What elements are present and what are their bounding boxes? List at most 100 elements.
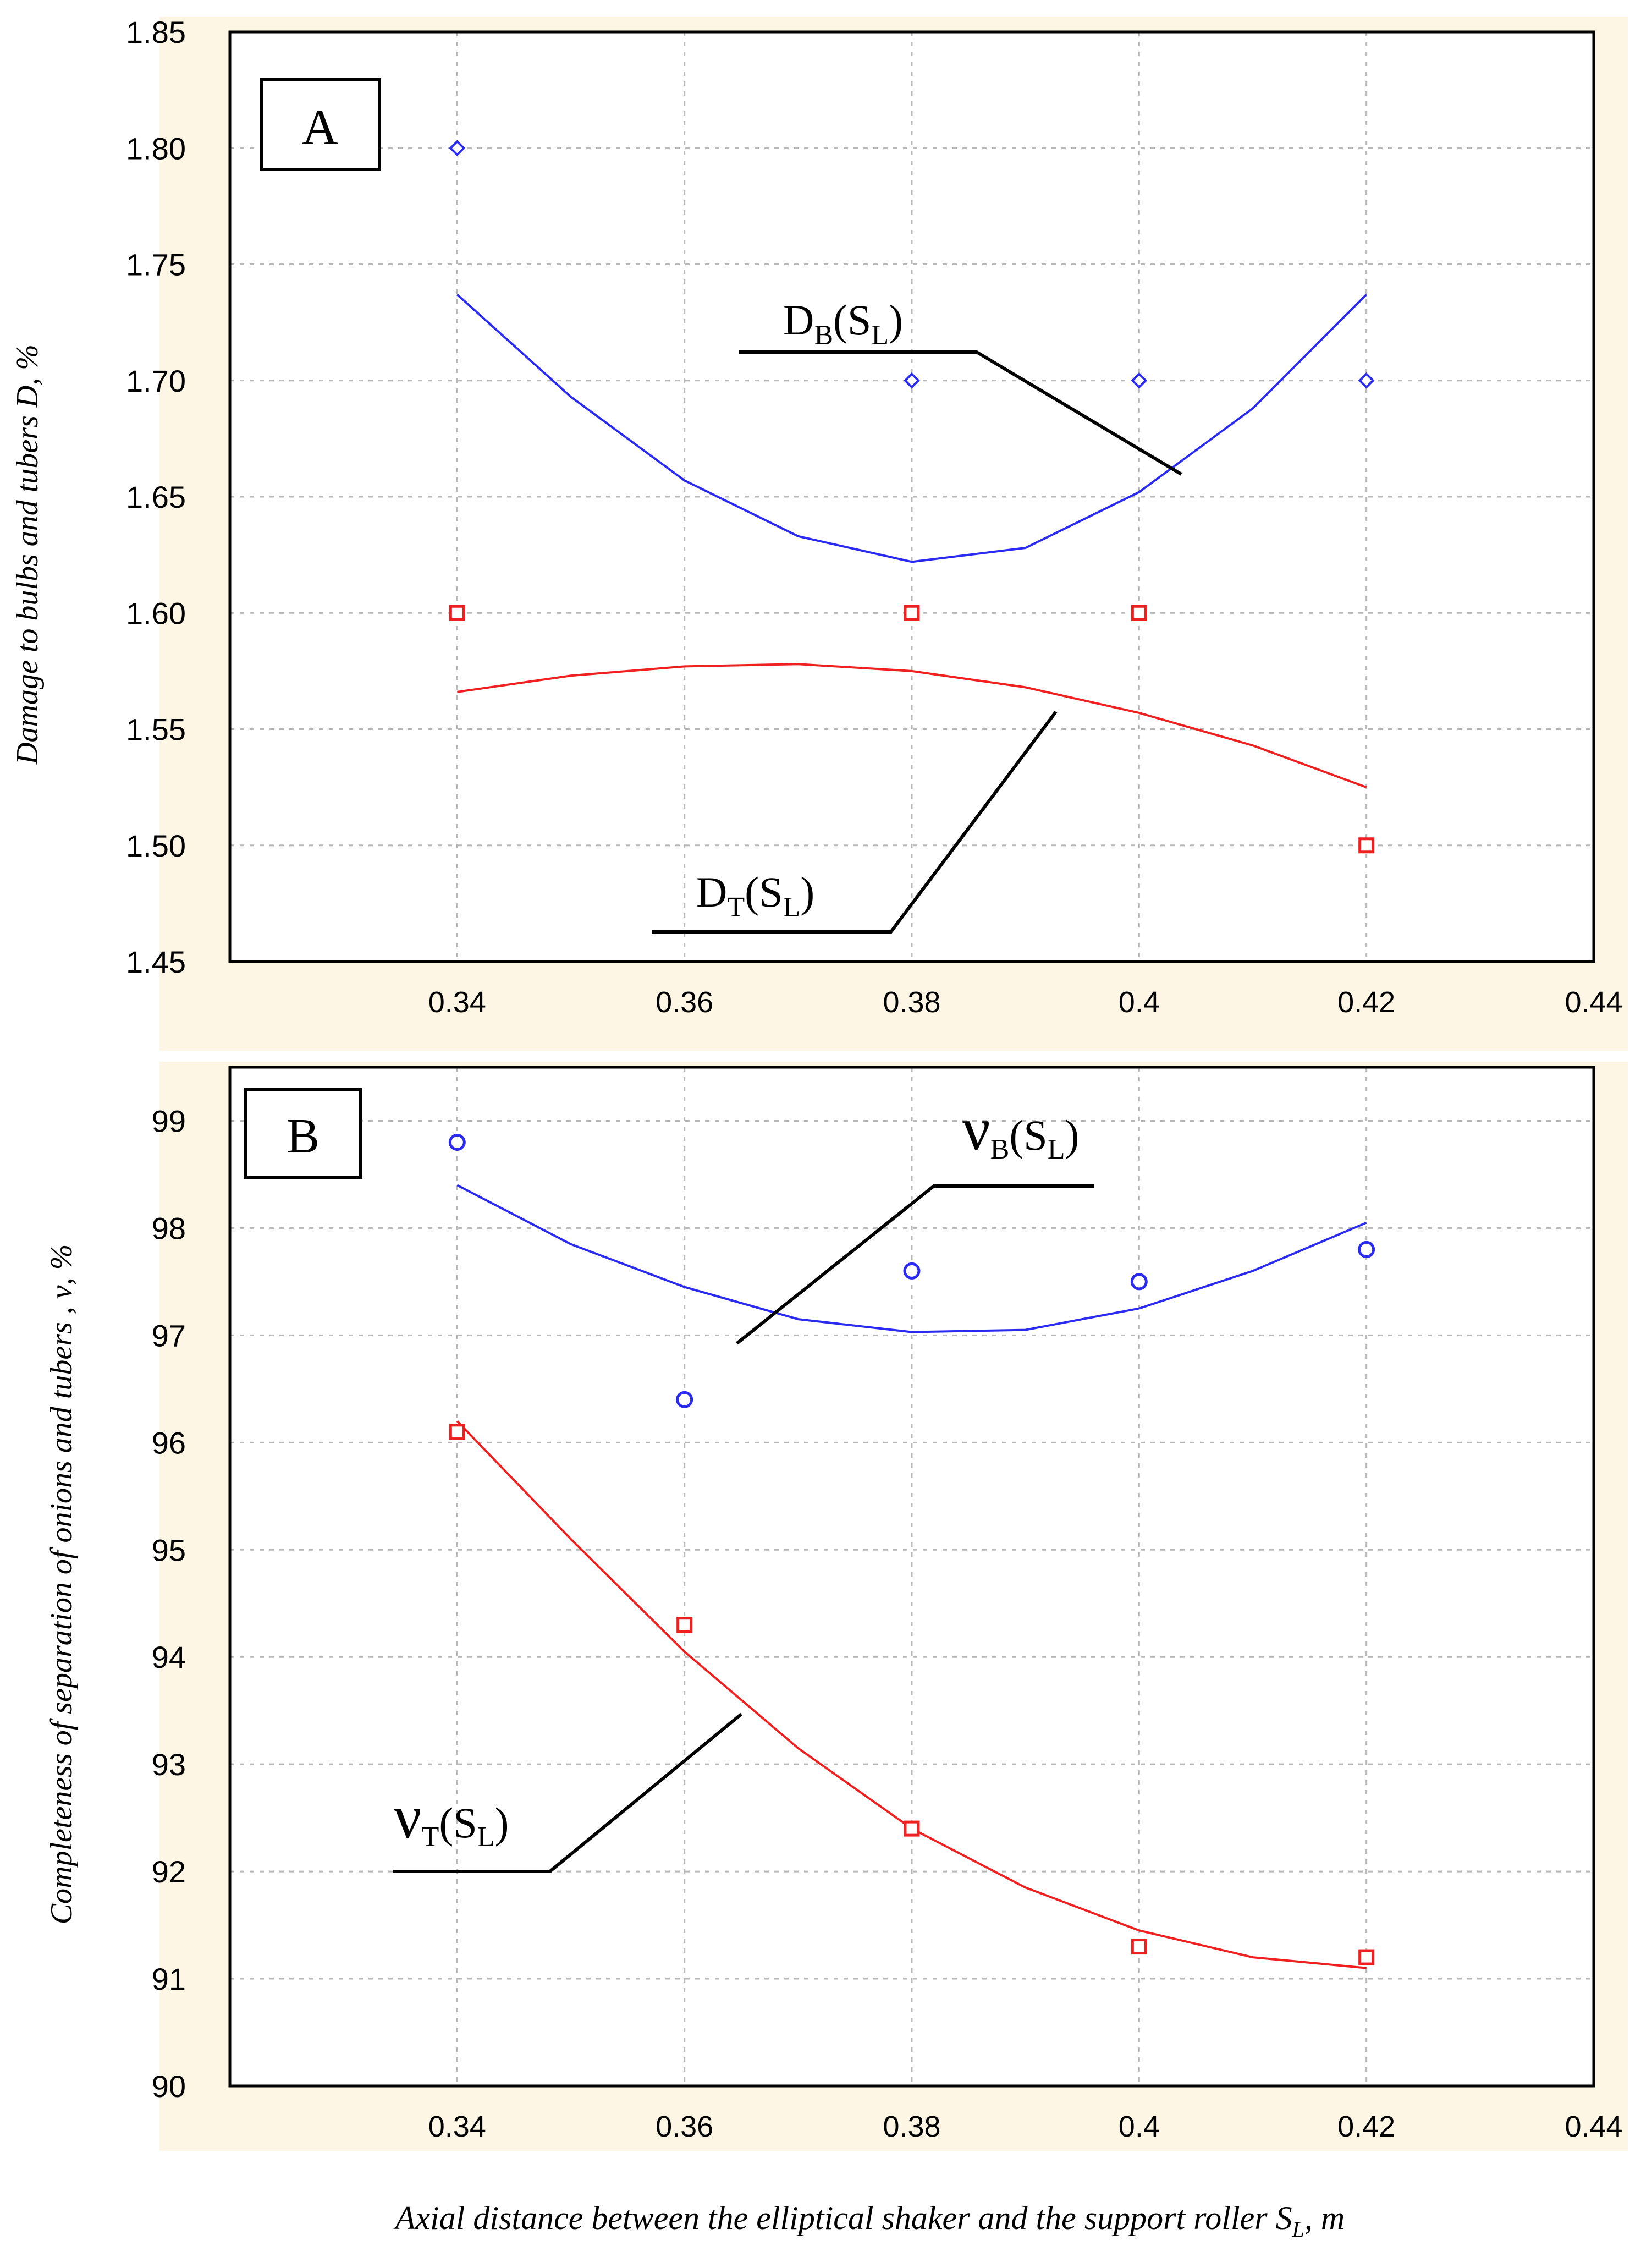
panel-a-series-0-fit-line [456,293,1368,563]
panel-b-series-1-point [1131,1939,1147,1955]
panel-a-dt-label-sub2: L [783,892,800,923]
panel-a-dt-label-main: D [696,868,727,916]
panel-a-dt-label-sub1: T [727,892,745,923]
panel-b-series-0-point [903,1262,921,1280]
panel-a-y-tick-label: 1.60 [126,596,186,630]
panel-a-db-label-mid: (S [833,296,871,344]
panel-b-series-0-fit-line [456,1184,1367,1333]
panel-b-x-tick-label: 0.36 [656,2110,713,2143]
panel-b-y-tick-label: 98 [152,1211,186,1245]
panel-b-vt-label-end: ) [495,1799,509,1847]
panel-b-vb-label-main: ν [962,1095,990,1163]
panel-a-series [449,140,1375,854]
panel-b-y-tick-label: 96 [152,1425,186,1460]
panel-a-y-tick-label: 1.80 [126,131,186,166]
panel-b-vt-label-main: ν [394,1783,422,1851]
panel-a-series-0-point [904,372,920,389]
panel-a-label-box [260,78,381,171]
panel-a: 1.45 1.50 1.55 1.60 1.65 1.70 1.75 1.80 1.85 0.3… [10,15,1628,1051]
panel-a-series-0-point [1131,372,1148,389]
panel-a-db-leader-line [739,350,1182,476]
panel-a-y-tick-label: 1.50 [126,828,186,863]
panel-a-series-0-point [1358,372,1375,389]
panel-a-db-label-sub1: B [814,320,833,351]
panel-b-y-tick-label: 92 [152,1854,186,1889]
panel-a-grid [230,32,1594,962]
panel-a-x-tick-label: 0.38 [883,986,940,1019]
panel-a-x-tick-label: 0.42 [1337,986,1395,1019]
panel-b-x-tick-label: 0.4 [1119,2110,1160,2143]
panel-a-y-tick-label: 1.85 [126,15,186,50]
panel-a-db-label-end: ) [889,296,903,344]
panel-a-x-tick-label: 0.44 [1565,986,1622,1019]
panel-b-x-axis-title: Axial distance between the elliptical sh… [393,2200,1345,2242]
panel-a-y-tick-label: 1.70 [126,364,186,398]
panel-b-y-tick-label: 91 [152,1962,186,1996]
panel-a-series-1-point [1358,837,1375,854]
panel-a-label: A [302,99,338,155]
panel-b-vt-leader-line [393,1712,742,1873]
panel-b-vb-leader-line [736,1184,1094,1345]
x-axis-title-end: , m [1304,2200,1345,2236]
panel-b-y-tick-label: 97 [152,1318,186,1353]
panel-b-series-1-point [904,1820,920,1837]
panel-a-series-1-point [449,605,465,621]
panel-a-y-ticks: 1.45 1.50 1.55 1.60 1.65 1.70 1.75 1.80 1.85 [126,15,186,979]
panel-a-series-1-point [904,605,920,621]
panel-a-db-label-sub2: L [871,320,889,351]
panel-b: 90 91 92 93 94 95 96 97 98 99 0.34 0.36 0.38 0.4 0.42… [45,1062,1628,2242]
x-axis-title-sub: L [1292,2217,1304,2242]
panel-a-y-tick-label: 1.55 [126,712,186,747]
panel-a-y-tick-label: 1.75 [126,248,186,282]
panel-a-x-ticks: 0.34 0.36 0.38 0.4 0.42 0.44 [428,986,1623,1019]
panel-b-y-tick-label: 93 [152,1747,186,1782]
panel-b-series-0-point [1358,1240,1375,1258]
panel-b-y-tick-label: 95 [152,1533,186,1567]
panel-b-series [448,1133,1375,1969]
panel-b-y-ticks: 90 91 92 93 94 95 96 97 98 99 [152,1103,186,2104]
panel-b-y-tick-label: 99 [152,1103,186,1138]
panel-b-y-tick-label: 90 [152,2069,186,2104]
panel-b-frame [228,1066,1595,2088]
panel-b-vt-label-sub2: L [477,1821,495,1853]
panel-b-vb-label-sub2: L [1048,1134,1065,1165]
panel-a-x-tick-label: 0.34 [428,986,486,1019]
panel-b-series-1-point [676,1617,693,1633]
panel-a-db-series-label: DB(SL) [783,296,903,351]
x-axis-title-main: Axial distance between the elliptical sh… [393,2200,1292,2236]
panel-a-series-0-point [449,140,466,157]
panel-b-series-1-point [1358,1949,1375,1965]
panel-b-vb-label-mid: (S [1009,1111,1047,1159]
panel-b-vt-label-mid: (S [439,1799,477,1847]
panel-b-y-axis-title: Completeness of separation of onions and… [45,1244,79,1925]
panel-a-dt-series-label: DT(SL) [696,868,814,923]
panel-b-series-0-point [448,1133,466,1151]
panel-a-y-axis-title: Damage to bulbs and tubers D, % [10,344,45,765]
panel-b-series-0-point [676,1391,693,1408]
panel-b-vt-label-sub1: T [422,1821,439,1853]
panel-a-series-1-fit-line [457,663,1367,788]
panel-a-dt-label-end: ) [800,868,814,916]
panel-b-label-box [244,1088,362,1179]
panel-a-dt-label-mid: (S [745,868,783,916]
panel-a-y-tick-label: 1.65 [126,480,186,514]
panel-a-y-tick-label: 1.45 [126,945,186,979]
panel-a-series-1-point [1131,605,1147,621]
panel-b-x-tick-label: 0.42 [1337,2110,1395,2143]
panel-b-vb-label-end: ) [1065,1111,1079,1159]
panel-b-vt-series-label: νT(SL) [394,1783,509,1853]
panel-b-vb-series-label: νB(SL) [962,1095,1079,1165]
panel-b-x-tick-label: 0.38 [883,2110,940,2143]
panel-b-x-tick-label: 0.34 [428,2110,486,2143]
panel-b-y-tick-label: 94 [152,1640,186,1674]
panel-b-label: B [287,1109,320,1163]
panel-a-frame [228,30,1595,963]
panel-b-x-tick-label: 0.44 [1565,2110,1622,2143]
panel-a-x-tick-label: 0.4 [1119,986,1160,1019]
panel-a-dt-leader-line [652,711,1058,934]
panel-a-db-label-main: D [783,296,814,344]
panel-a-x-tick-label: 0.36 [656,986,713,1019]
panel-b-grid [230,1067,1594,2086]
panel-b-series-1-point [449,1424,465,1440]
